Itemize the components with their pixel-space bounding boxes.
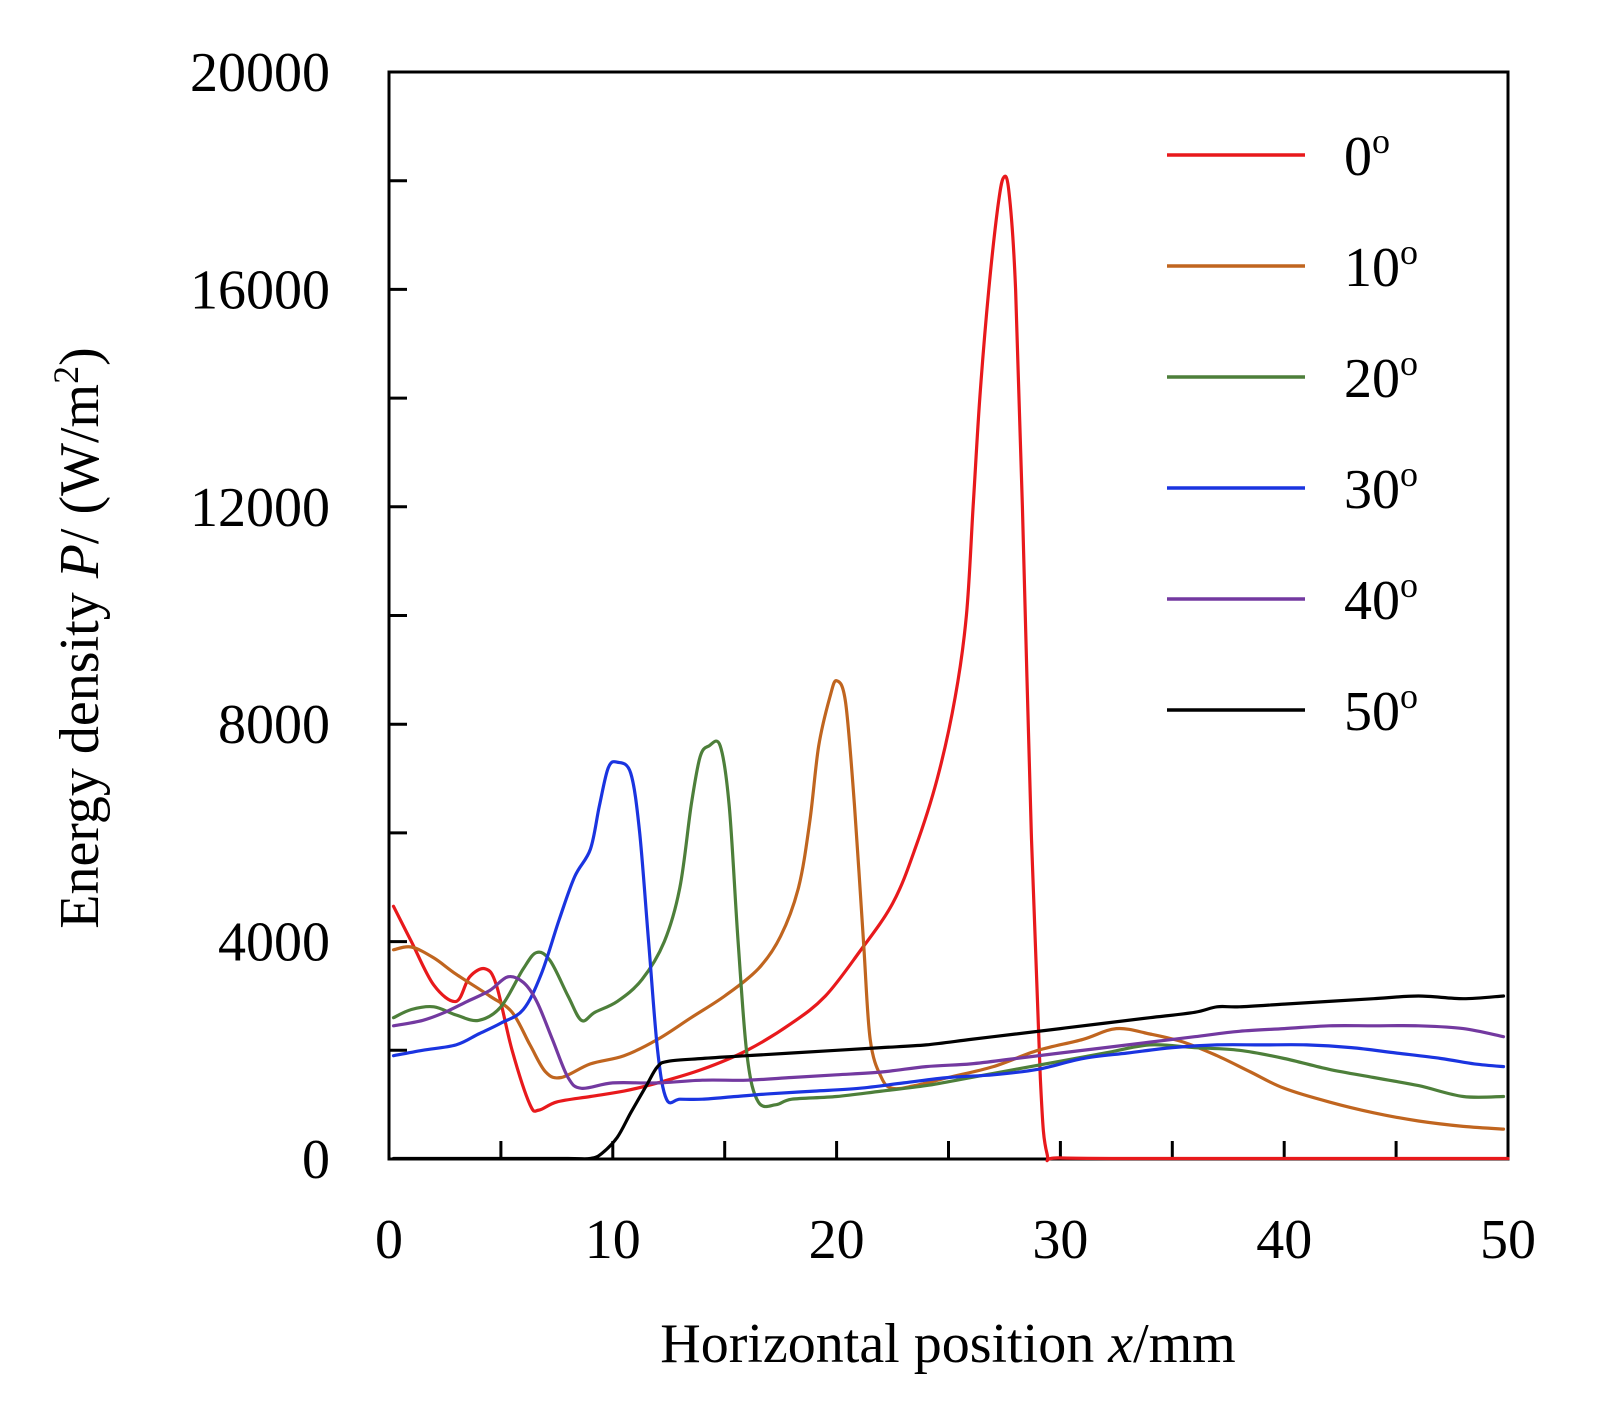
legend-label-10: 10o [1344,232,1418,299]
y-tick-label: 4000 [218,912,330,974]
y-tick-label: 8000 [218,694,330,756]
plot-frame [387,70,1510,1161]
legend: 0o 10o 20o 30o 40o 50o [1167,121,1418,743]
series-line-0 [391,174,1510,1163]
x-tick-label: 10 [585,1209,641,1271]
x-tick-label: 30 [1032,1209,1088,1271]
y-axis: 0 4000 8000 12000 16000 20000 [190,42,407,1191]
y-tick-label: 0 [302,1129,330,1191]
x-axis: 0 10 20 30 40 50 [375,1141,1536,1271]
series-line-20 [391,739,1506,1109]
y-tick-label: 16000 [190,259,330,321]
x-tick-label: 0 [375,1209,403,1271]
series-line-30 [391,760,1506,1105]
x-tick-label: 40 [1256,1209,1312,1271]
legend-label-0: 0o [1344,121,1390,188]
x-tick-label: 50 [1480,1209,1536,1271]
legend-label-30: 30o [1344,454,1418,521]
series-line-50 [391,994,1506,1161]
series-layer [391,174,1510,1163]
series-line-40 [391,974,1506,1090]
y-axis-title: Energy density P/ (W/m2) [46,347,111,929]
legend-label-50: 50o [1344,676,1418,743]
y-tick-label: 20000 [190,42,330,104]
x-axis-title: Horizontal position x/mm [660,1313,1236,1375]
legend-label-20: 20o [1344,343,1418,410]
series-line-10 [391,679,1506,1131]
legend-label-40: 40o [1344,565,1418,632]
x-tick-label: 20 [809,1209,865,1271]
y-tick-label: 12000 [190,477,330,539]
